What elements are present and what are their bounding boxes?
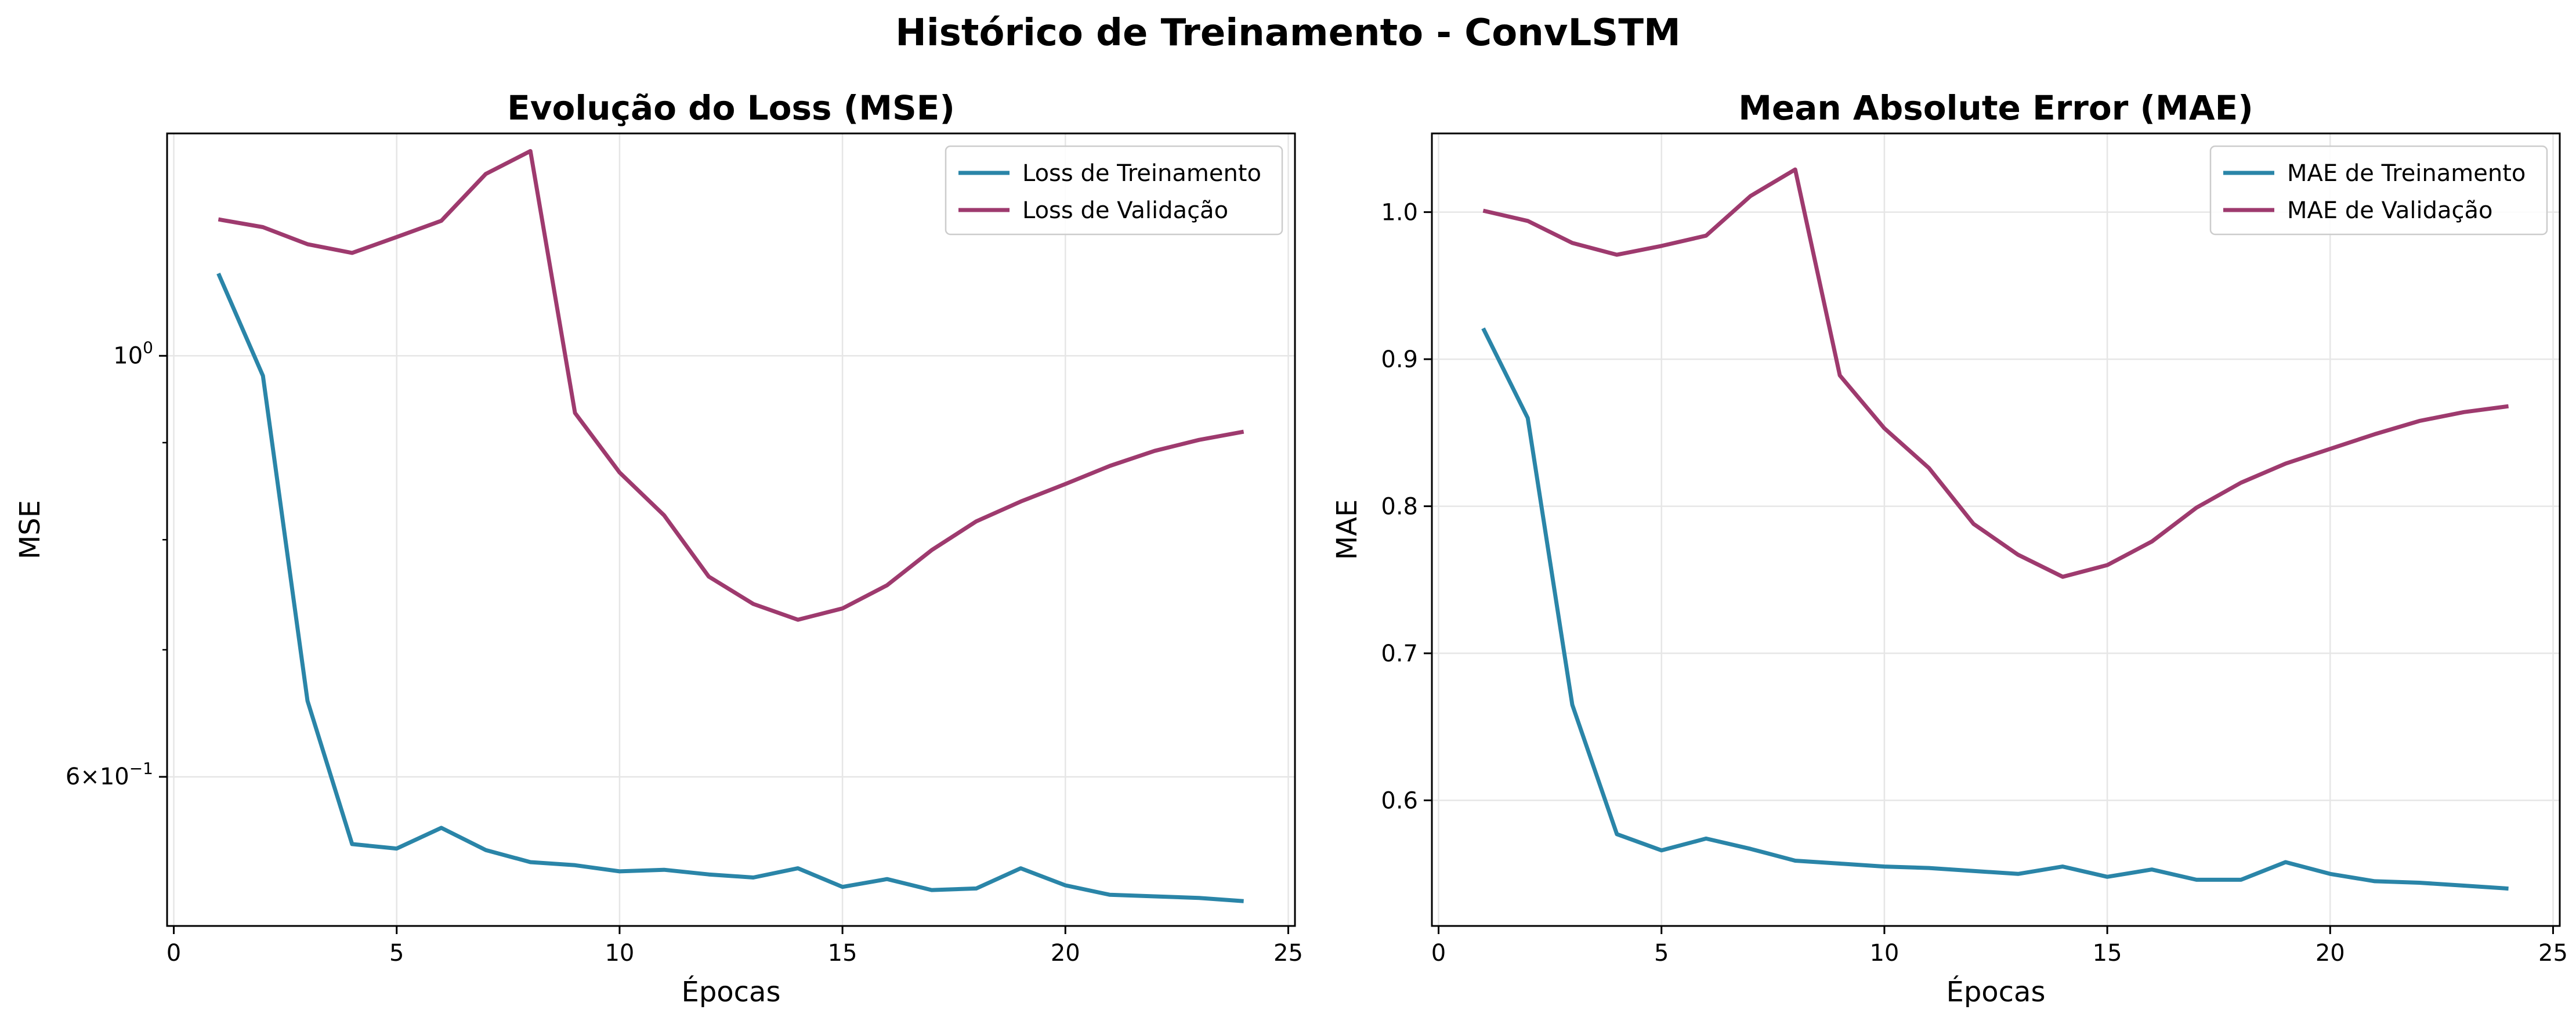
mae-series-val-line	[1482, 167, 2509, 579]
loss-xtick-label: 15	[828, 940, 858, 967]
mae-ytick-label: 0.9	[1381, 346, 1418, 373]
mae-chart-title: Mean Absolute Error (MAE)	[1738, 88, 2253, 128]
mae-legend-box	[2209, 145, 2548, 236]
mae-xtick-label: 15	[2093, 940, 2122, 967]
loss-xtick-label: 20	[1051, 940, 1080, 967]
loss-ytick-label: 6×10−1	[66, 759, 153, 790]
mae-xtick-label: 25	[2538, 940, 2568, 967]
mae-axes-frame	[1431, 132, 2561, 927]
loss-ytick-exponent: −1	[129, 759, 153, 778]
mae-x-axis-label: Épocas	[1947, 975, 2046, 1008]
loss-series-train-line	[216, 273, 1244, 903]
mae-ytick-label: 0.6	[1381, 788, 1418, 815]
loss-ytick-exponent: 0	[143, 338, 153, 357]
mae-series-train-line	[1481, 327, 2509, 891]
loss-xtick-label: 5	[389, 940, 404, 967]
mae-chart-panel: 0 5 10 15 20 25 0.6 0.7 0.8 0.9 1.0 Mean Absolute E…	[1331, 88, 2568, 1008]
loss-ytick-base: 10	[113, 342, 143, 369]
loss-xtick-label: 25	[1273, 940, 1303, 967]
loss-xtick-label: 0	[167, 940, 181, 967]
mae-xtick-label: 10	[1869, 940, 1899, 967]
mae-xtick-label: 20	[2315, 940, 2345, 967]
mae-ytick-label: 0.8	[1381, 494, 1418, 520]
loss-xtick-label: 10	[605, 940, 634, 967]
loss-grid	[167, 133, 1295, 926]
loss-chart-title: Evolução do Loss (MSE)	[507, 88, 955, 128]
mae-legend-label-train: MAE de Treinamento	[2287, 160, 2526, 187]
loss-ytick-base: 10	[100, 764, 129, 790]
loss-series-val-line	[218, 149, 1244, 622]
mae-legend-label-val: MAE de Validação	[2287, 197, 2492, 224]
mae-ytick-label: 0.7	[1381, 641, 1418, 667]
loss-legend: Loss de Treinamento Loss de Validação	[945, 145, 1283, 236]
loss-x-axis-label: Épocas	[682, 975, 781, 1008]
loss-legend-label-val: Loss de Validação	[1022, 197, 1228, 224]
loss-ytick-label: 100	[113, 338, 153, 369]
mae-y-axis-label: MAE	[1331, 500, 1363, 560]
mae-xtick-label: 0	[1431, 940, 1446, 967]
mae-grid	[1432, 133, 2560, 926]
loss-ytick-prefix: 6×	[66, 764, 100, 790]
mae-ytick-label: 1.0	[1381, 200, 1418, 226]
loss-legend-box	[945, 145, 1283, 236]
figure-suptitle: Histórico de Treinamento - ConvLSTM	[895, 12, 1680, 55]
loss-legend-label-train: Loss de Treinamento	[1022, 160, 1261, 187]
loss-y-axis-label: MSE	[14, 500, 46, 559]
mae-xtick-label: 5	[1654, 940, 1669, 967]
mae-legend: MAE de Treinamento MAE de Validação	[2209, 145, 2548, 236]
loss-axes-frame	[166, 132, 1296, 927]
